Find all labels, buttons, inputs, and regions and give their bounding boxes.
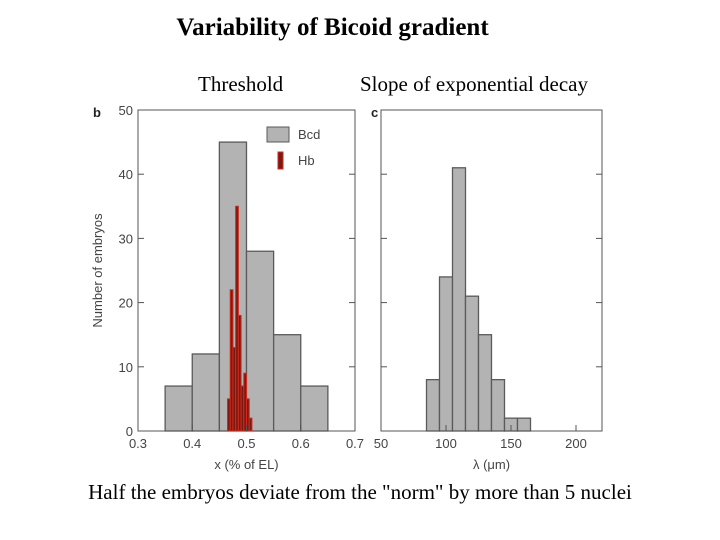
bcd-bar	[272, 334, 302, 432]
y-tick-label: 50	[119, 103, 133, 118]
y-tick-label: 10	[119, 360, 133, 375]
x-axis-label: λ (μm)	[473, 457, 510, 472]
x-tick-label: 0.4	[183, 436, 201, 451]
slide-caption: Half the embryos deviate from the "norm"…	[88, 480, 632, 504]
bcd-bar	[451, 167, 467, 432]
y-tick-label: 20	[119, 296, 133, 311]
panel-c-letter: c	[371, 105, 378, 120]
bcd-bar	[477, 334, 493, 432]
panel-b-letter: b	[93, 105, 101, 120]
slide-title: Variability of Bicoid gradient	[176, 14, 489, 41]
legend-hb-label: Hb	[298, 153, 315, 168]
x-tick-label: 100	[435, 436, 457, 451]
bcd-bar	[490, 378, 506, 432]
x-tick-label: 150	[500, 436, 522, 451]
hb-bar	[246, 398, 250, 432]
x-tick-label: 200	[565, 436, 587, 451]
x-tick-label: 0.5	[237, 436, 255, 451]
bcd-bar	[300, 385, 329, 432]
x-tick-label: 0.6	[292, 436, 310, 451]
y-axis-label: Number of embryos	[90, 213, 105, 328]
legend-bcd-label: Bcd	[298, 127, 320, 142]
y-tick-label: 30	[119, 231, 133, 246]
bcd-bar	[245, 250, 275, 432]
hb-bar	[237, 314, 242, 432]
y-tick-label: 40	[119, 167, 133, 182]
bcd-bar	[516, 417, 532, 432]
y-tick-label: 0	[126, 424, 133, 439]
bcd-bar	[164, 385, 193, 432]
legend-hb-swatch	[277, 151, 284, 170]
bcd-bar	[425, 378, 441, 432]
x-axis-label: x (% of EL)	[214, 457, 278, 472]
legend-bcd-swatch	[266, 126, 290, 143]
x-tick-label: 0.7	[346, 436, 364, 451]
bcd-bar	[438, 276, 454, 432]
threshold-label: Threshold	[198, 72, 284, 96]
bcd-bar	[464, 295, 480, 432]
x-tick-label: 0.3	[129, 436, 147, 451]
slope-label: Slope of exponential decay	[360, 72, 589, 96]
hb-bar	[248, 417, 253, 432]
x-tick-label: 50	[374, 436, 388, 451]
bcd-bar	[191, 353, 221, 432]
